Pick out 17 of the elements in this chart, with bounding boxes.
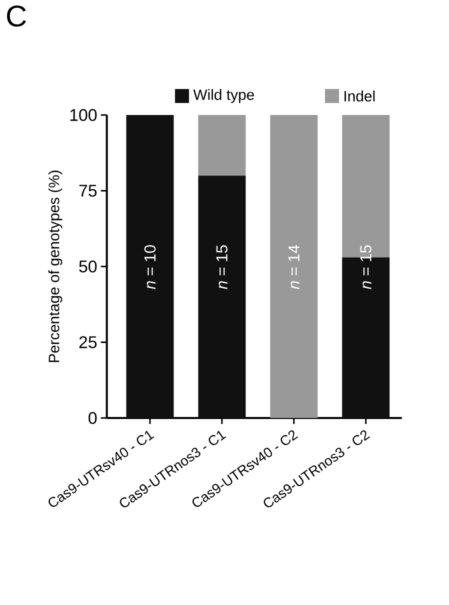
annotation: n = 15 — [360, 245, 372, 290]
bar — [126, 114, 174, 418]
y-tick-label: 50 — [79, 260, 97, 272]
y-tick-label: 100 — [70, 108, 97, 121]
annotation: n = 10 — [144, 245, 156, 290]
bar — [198, 176, 246, 418]
annotation: n = 15 — [216, 245, 228, 290]
chart-title: C — [7, 6, 26, 27]
legend-label: Indel — [344, 90, 375, 102]
annotation: n = 14 — [288, 245, 300, 290]
legend-label: Wild type — [193, 89, 254, 103]
bar — [270, 114, 318, 418]
y-tick-label: 25 — [79, 336, 97, 348]
y-axis-title: Percentage of genotypes (%) — [48, 170, 62, 362]
y-tick-label: 0 — [88, 412, 97, 424]
y-tick-label: 75 — [79, 184, 97, 197]
bar — [198, 114, 246, 176]
